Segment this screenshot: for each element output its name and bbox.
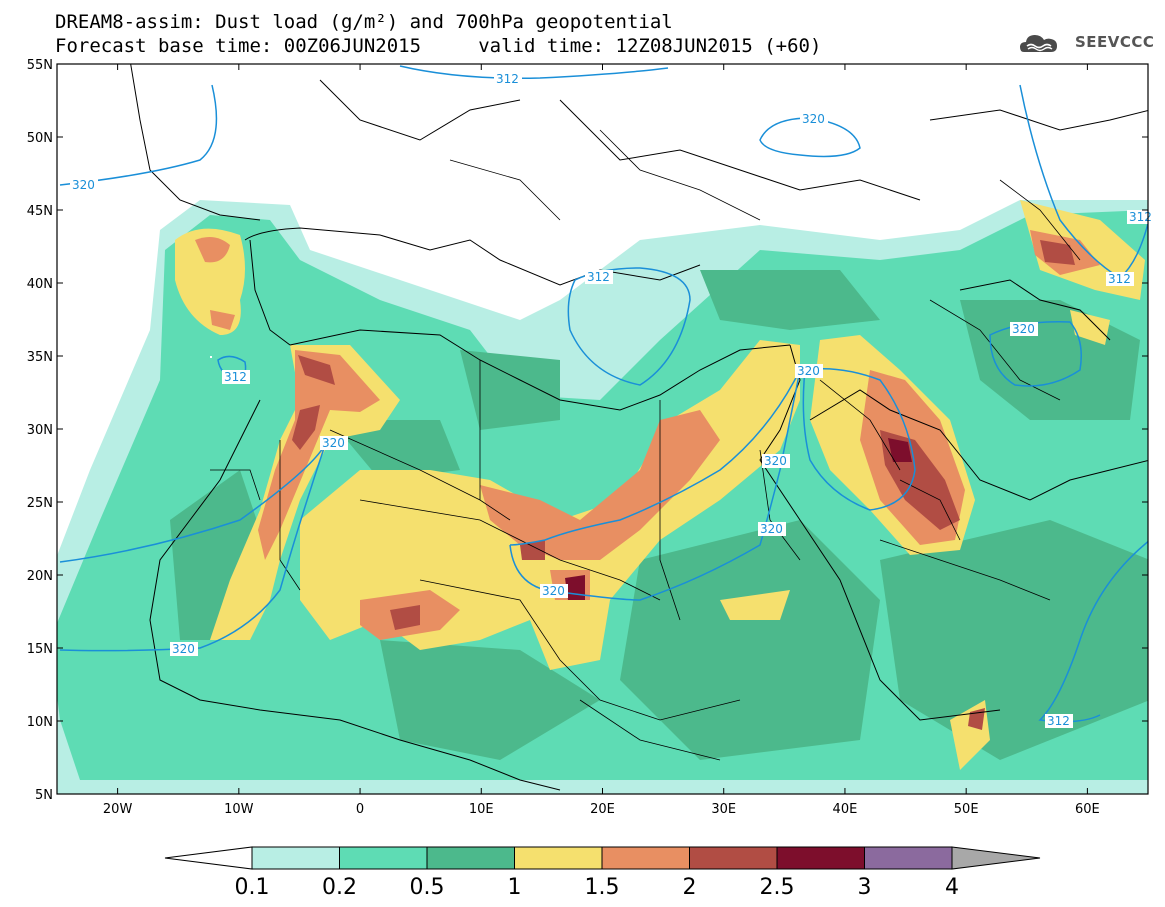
svg-text:320: 320 bbox=[797, 364, 820, 378]
svg-text:312: 312 bbox=[496, 72, 519, 86]
latitude-label: 30N bbox=[27, 423, 53, 438]
latitude-label: 10N bbox=[27, 715, 53, 730]
colorbar-label: 1.5 bbox=[585, 875, 620, 900]
latitude-label: 55N bbox=[27, 58, 53, 73]
contour-label: 320 bbox=[320, 436, 348, 450]
latitude-label: 5N bbox=[35, 788, 53, 803]
colorbar-box bbox=[339, 846, 428, 870]
colorbar-label: 0.2 bbox=[322, 875, 357, 900]
chart-title: DREAM8-assim: Dust load (g/m²) and 700hP… bbox=[55, 11, 673, 33]
longitude-label: 0 bbox=[356, 802, 364, 817]
longitude-label: 10E bbox=[469, 802, 494, 817]
country-borders bbox=[210, 129, 1081, 761]
svg-text:320: 320 bbox=[322, 436, 345, 450]
latitude-label: 35N bbox=[27, 350, 53, 365]
contour-label: 312 bbox=[585, 270, 613, 284]
longitude-label: 10W bbox=[224, 802, 254, 817]
svg-text:312: 312 bbox=[1047, 714, 1070, 728]
svg-text:320: 320 bbox=[764, 454, 787, 468]
svg-text:312: 312 bbox=[587, 270, 610, 284]
longitude-label: 50E bbox=[954, 802, 979, 817]
colorbar-box bbox=[864, 846, 953, 870]
latitude-label: 45N bbox=[27, 204, 53, 219]
svg-text:320: 320 bbox=[72, 178, 95, 192]
colorbar: 0.1 0.2 0.5 1 1.5 2 2.5 3 4 bbox=[164, 846, 1041, 900]
colorbar-box bbox=[514, 846, 603, 870]
contour-label: 320 bbox=[70, 178, 98, 192]
contour-label: 312 bbox=[1045, 714, 1073, 728]
svg-text:312: 312 bbox=[1108, 272, 1131, 286]
contour-label: 312 bbox=[494, 72, 522, 86]
contour-label: 320 bbox=[540, 584, 568, 598]
contour-labels: 320 312 312 320 312 320 320 320 320 320 … bbox=[70, 72, 1152, 728]
colorbar-box bbox=[689, 846, 778, 870]
longitude-axis: 20W 10W 0 10E 20E 30E 40E 50E 60E bbox=[103, 64, 1100, 817]
colorbar-upper-arrow bbox=[951, 846, 1041, 870]
colorbar-box bbox=[251, 846, 340, 870]
svg-text:320: 320 bbox=[172, 642, 195, 656]
longitude-label: 60E bbox=[1075, 802, 1100, 817]
contour-label: 312 bbox=[1106, 272, 1134, 286]
latitude-axis: 55N 50N 45N 40N 35N 30N 25N 20N 15N 10N 5N bbox=[27, 58, 1148, 803]
colorbar-box bbox=[601, 846, 690, 870]
colorbar-label: 0.1 bbox=[235, 875, 270, 900]
cloud-icon bbox=[1020, 35, 1057, 52]
latitude-label: 25N bbox=[27, 496, 53, 511]
svg-text:320: 320 bbox=[760, 522, 783, 536]
contour-label: 312 bbox=[222, 370, 250, 384]
colorbar-label: 3 bbox=[858, 875, 872, 900]
dust-field bbox=[57, 200, 1148, 794]
colorbar-box bbox=[776, 846, 865, 870]
latitude-label: 15N bbox=[27, 642, 53, 657]
longitude-label: 30E bbox=[711, 802, 736, 817]
contour-label: 320 bbox=[1010, 322, 1038, 336]
colorbar-label: 1 bbox=[508, 875, 522, 900]
svg-text:320: 320 bbox=[1012, 322, 1035, 336]
svg-text:320: 320 bbox=[542, 584, 565, 598]
coastlines bbox=[130, 64, 1148, 791]
svg-text:312: 312 bbox=[224, 370, 247, 384]
forecast-time-line: Forecast base time: 00Z06JUN2015 valid t… bbox=[55, 35, 822, 57]
colorbar-label: 0.5 bbox=[410, 875, 445, 900]
contour-label: 320 bbox=[758, 522, 786, 536]
colorbar-box bbox=[426, 846, 515, 870]
contour-label: 320 bbox=[170, 642, 198, 656]
colorbar-label: 2.5 bbox=[760, 875, 795, 900]
logo-text: SEEVCCC bbox=[1075, 33, 1155, 51]
latitude-label: 20N bbox=[27, 569, 53, 584]
contour-label: 320 bbox=[210, 356, 212, 358]
colorbar-label: 4 bbox=[945, 875, 959, 900]
svg-text:312: 312 bbox=[1129, 210, 1152, 224]
contour-label: 312 bbox=[1127, 210, 1152, 224]
contour-label: 320 bbox=[762, 454, 790, 468]
longitude-label: 20W bbox=[103, 802, 133, 817]
colorbar-label: 2 bbox=[683, 875, 697, 900]
colorbar-lower-arrow bbox=[164, 846, 253, 870]
svg-text:320: 320 bbox=[802, 112, 825, 126]
contour-label: 320 bbox=[795, 364, 823, 378]
latitude-label: 40N bbox=[27, 277, 53, 292]
contour-label: 320 bbox=[800, 112, 828, 126]
latitude-label: 50N bbox=[27, 131, 53, 146]
longitude-label: 20E bbox=[590, 802, 615, 817]
longitude-label: 40E bbox=[833, 802, 858, 817]
